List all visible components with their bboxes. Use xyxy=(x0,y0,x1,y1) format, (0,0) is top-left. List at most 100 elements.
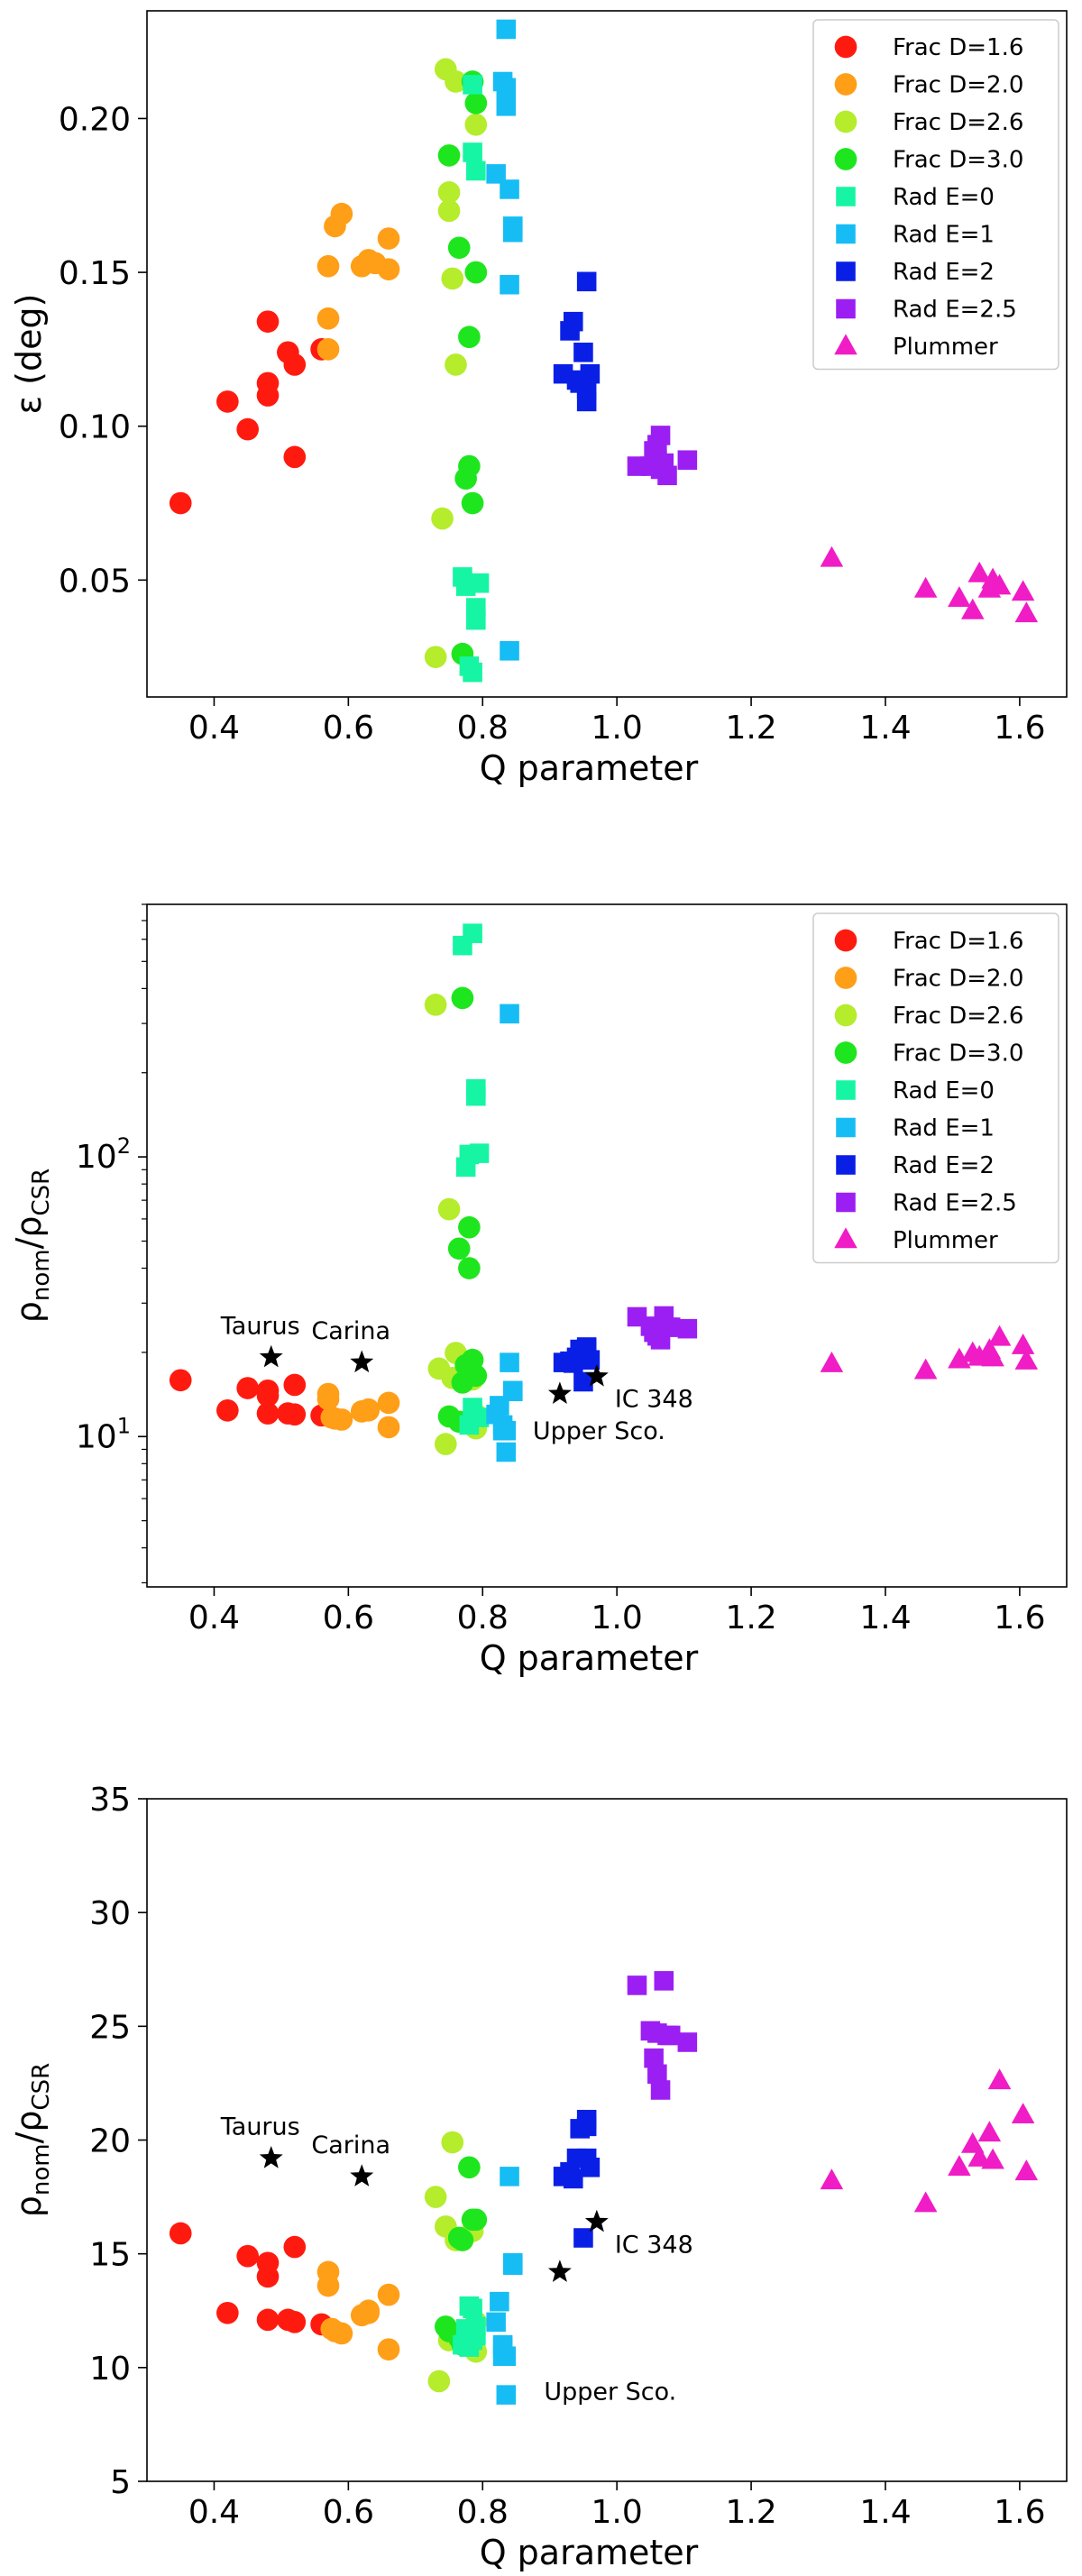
point-rad-e-1 xyxy=(486,2312,506,2333)
point-frac-d-2-0 xyxy=(357,1398,381,1422)
point-rad-e-1 xyxy=(500,179,519,199)
point-frac-d-3-0 xyxy=(447,1237,471,1260)
point-rad-e-1 xyxy=(502,2252,523,2273)
point-plummer xyxy=(967,2146,991,2167)
x-tick-label: 0.8 xyxy=(457,1600,509,1636)
point-frac-d-1-6 xyxy=(283,1373,307,1397)
legend: Frac D=1.6 Frac D=2.0 Frac D=2.6 Frac D=3.0… xyxy=(812,19,1059,371)
series-frac-d-3-0 xyxy=(437,986,488,1434)
y-tick-label: 0.20 xyxy=(59,101,131,138)
point-rad-e-2 xyxy=(563,311,583,332)
point-plummer xyxy=(1011,2103,1035,2123)
point-rad-e-2-5 xyxy=(654,1971,674,1991)
y-tick-label: 0.10 xyxy=(59,409,131,446)
point-rad-e-1 xyxy=(496,96,517,116)
point-plummer xyxy=(948,586,971,608)
point-frac-d-2-0 xyxy=(377,227,400,250)
point-rad-e-0 xyxy=(463,142,482,162)
point-frac-d-2-0 xyxy=(330,1408,353,1431)
legend-frame xyxy=(812,912,1059,1264)
point-rad-e-1 xyxy=(500,274,519,295)
point-frac-d-1-6 xyxy=(216,2301,239,2324)
point-frac-d-1-6 xyxy=(283,1403,307,1426)
legend-label-frac-d-3-0: Frac D=3.0 xyxy=(893,1040,1023,1068)
point-frac-d-1-6 xyxy=(283,445,307,469)
point-frac-d-2-6 xyxy=(424,994,447,1016)
point-rad-e-1 xyxy=(500,641,519,661)
legend-label-frac-d-2-6: Frac D=2.6 xyxy=(893,1003,1023,1030)
point-observed-clusters xyxy=(259,1344,283,1368)
x-tick-label: 0.8 xyxy=(457,2494,509,2531)
legend-label-frac-d-2-6: Frac D=2.6 xyxy=(893,109,1023,136)
legend-marker-rad-e-2 xyxy=(836,1155,856,1175)
point-frac-d-1-6 xyxy=(256,1402,280,1425)
point-frac-d-2-0 xyxy=(316,338,340,361)
point-frac-d-2-0 xyxy=(377,2338,400,2361)
x-tick-label: 1.4 xyxy=(859,2494,911,2531)
point-frac-d-1-6 xyxy=(236,1377,259,1399)
point-frac-d-3-0 xyxy=(458,325,481,349)
y-tick-label: 25 xyxy=(89,2009,131,2046)
point-plummer xyxy=(961,598,985,619)
point-rad-e-2 xyxy=(576,2116,597,2137)
point-rad-e-2-5 xyxy=(627,1976,647,1995)
y-tick-label: 102 xyxy=(76,1133,131,1176)
point-frac-d-1-6 xyxy=(256,2265,280,2288)
point-frac-d-1-6 xyxy=(283,353,307,376)
series-rad-e-2-5 xyxy=(627,1306,698,1350)
series-rad-e-1 xyxy=(486,19,523,661)
point-rad-e-1 xyxy=(502,222,523,243)
legend-marker-rad-e-1 xyxy=(836,1117,856,1138)
point-frac-d-3-0 xyxy=(461,491,484,515)
point-rad-e-1 xyxy=(500,1352,519,1372)
point-plummer xyxy=(981,1345,1004,1367)
legend-marker-rad-e-2 xyxy=(836,261,856,281)
point-plummer xyxy=(820,2168,844,2190)
point-rad-e-0 xyxy=(469,1143,490,1163)
point-plummer xyxy=(1014,2159,1039,2181)
legend: Frac D=1.6 Frac D=2.0 Frac D=2.6 Frac D=3.0… xyxy=(812,912,1059,1264)
legend-marker-frac-d-2-0 xyxy=(834,73,857,96)
point-rad-e-0 xyxy=(466,160,486,181)
legend-marker-frac-d-2-0 xyxy=(834,967,857,989)
point-plummer xyxy=(820,545,844,567)
point-plummer xyxy=(987,573,1012,595)
panel-1: 0.4 0.6 0.8 1.0 1.2 1.4 1.6 0.05 0.10 0.15 0.20 Q p… xyxy=(9,10,1068,788)
legend-marker-frac-d-1-6 xyxy=(834,929,857,952)
x-tick-label: 0.6 xyxy=(323,710,374,747)
series-rad-e-0 xyxy=(453,2296,486,2357)
point-observed-clusters xyxy=(350,1350,374,1373)
point-rad-e-0 xyxy=(463,2298,482,2319)
point-frac-d-2-6 xyxy=(441,267,464,290)
series-frac-d-1-6 xyxy=(169,2222,333,2336)
legend-marker-frac-d-3-0 xyxy=(834,148,857,170)
point-observed-clusters xyxy=(350,2164,374,2186)
point-frac-d-3-0 xyxy=(464,92,488,115)
point-plummer xyxy=(948,2155,971,2177)
series-rad-e-2 xyxy=(553,271,601,412)
series-observed-clusters xyxy=(259,1344,609,1405)
point-rad-e-2-5 xyxy=(677,1318,698,1339)
legend-label-plummer: Plummer xyxy=(893,334,998,361)
x-tick-label: 0.6 xyxy=(323,1600,374,1636)
point-frac-d-2-6 xyxy=(431,507,454,530)
point-rad-e-2-5 xyxy=(644,2048,664,2068)
legend-marker-rad-e-2-5 xyxy=(836,298,856,319)
point-rad-e-1 xyxy=(496,19,517,40)
point-frac-d-1-6 xyxy=(283,2235,307,2259)
point-rad-e-0 xyxy=(459,1415,480,1435)
plot-area-frame xyxy=(146,903,1068,1588)
point-frac-d-2-6 xyxy=(441,2131,464,2154)
point-rad-e-1 xyxy=(486,164,506,184)
point-frac-d-3-0 xyxy=(451,2229,474,2251)
point-rad-e-1 xyxy=(500,1004,519,1024)
point-rad-e-1 xyxy=(492,2337,513,2357)
point-frac-d-3-0 xyxy=(458,1257,481,1279)
series-frac-d-2-0 xyxy=(316,2260,400,2361)
point-rad-e-0 xyxy=(463,662,482,683)
y-tick-label: 15 xyxy=(89,2237,131,2274)
point-frac-d-2-0 xyxy=(330,202,353,225)
series-plummer xyxy=(820,2068,1039,2213)
plot-area-frame xyxy=(146,10,1068,698)
